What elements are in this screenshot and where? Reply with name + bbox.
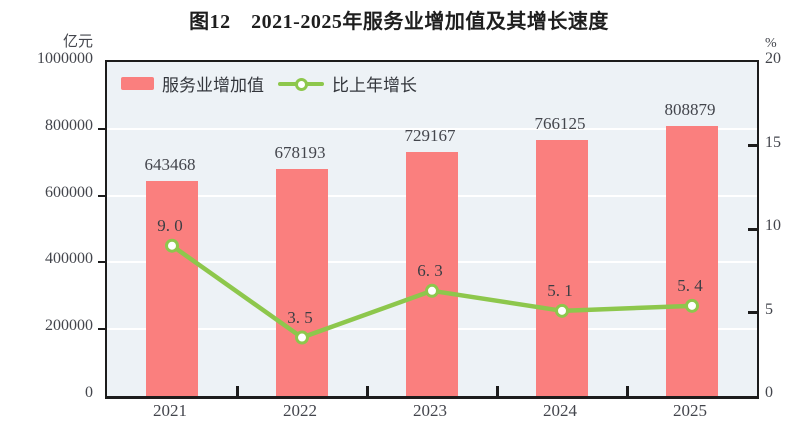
right-axis-tick: [748, 227, 757, 231]
right-axis-unit-label: %: [765, 36, 777, 51]
x-axis-label-2025: 2025: [673, 401, 707, 420]
legend-item-bar-series: 服务业增加值: [121, 71, 264, 96]
line-series-marker-icon: [278, 77, 324, 91]
left-axis-tick: [98, 127, 107, 130]
growth-value-label: 5. 4: [677, 275, 703, 295]
growth-value-label: 5. 1: [547, 280, 573, 300]
legend-bar-series-label: 服务业增加值: [162, 76, 264, 95]
bar-value-label: 729167: [404, 126, 456, 146]
bar-value-label: 678193: [274, 143, 326, 163]
bar-2024: [536, 140, 588, 396]
x-axis-tick: [625, 386, 629, 396]
left-axis-tick: [98, 194, 107, 197]
x-axis-label-2024: 2024: [543, 401, 577, 420]
bar-2022: [276, 169, 328, 396]
growth-line-layer: [165, 238, 699, 345]
growth-point-2022: [295, 330, 309, 345]
growth-point-2023: [425, 283, 439, 298]
x-axis-label-2021: 2021: [153, 401, 187, 420]
growth-point-2024: [555, 303, 569, 318]
x-axis-label-2023: 2023: [413, 401, 447, 420]
bar-value-label: 643468: [144, 155, 196, 175]
x-axis-tick: [495, 386, 499, 396]
bar-value-label: 766125: [534, 114, 586, 134]
legend-item-line-series: 比上年增长: [278, 71, 417, 96]
growth-point-2021: [165, 238, 179, 253]
x-axis-tick: [235, 386, 239, 396]
x-axis-tick: [365, 386, 369, 396]
right-axis-tick: [748, 144, 757, 147]
bar-series-swatch-icon: [121, 77, 154, 90]
right-axis-tick-label: 20: [765, 50, 781, 67]
left-axis-unit-label: 亿元: [62, 34, 93, 50]
left-axis-tick: [98, 328, 107, 331]
left-axis-tick: [98, 261, 107, 264]
right-axis-tick-label: 5: [765, 300, 773, 318]
x-axis-label-2022: 2022: [283, 401, 317, 420]
growth-value-label: 9. 0: [157, 215, 183, 235]
growth-value-label: 3. 5: [287, 307, 313, 327]
chart-title: 图12 2021-2025年服务业增加值及其增长速度: [189, 11, 609, 33]
left-axis-tick-label: 200000: [45, 317, 93, 335]
right-axis-tick-label: 0: [765, 384, 773, 401]
left-axis-tick-label: 800000: [45, 116, 93, 134]
plot-area: 服务业增加值 比上年增长: [98, 60, 759, 399]
left-axis-tick-label: 1000000: [37, 50, 93, 67]
growth-point-2025: [685, 298, 699, 313]
left-axis-tick-label: 600000: [45, 183, 93, 201]
legend: 服务业增加值 比上年增长: [121, 71, 417, 96]
left-axis-tick-label: 400000: [45, 250, 93, 268]
legend-line-series-label: 比上年增长: [332, 76, 417, 95]
growth-value-label: 6. 3: [417, 260, 443, 280]
bar-2021: [146, 181, 198, 396]
right-axis-tick-label: 15: [765, 133, 781, 151]
right-axis-tick: [748, 311, 757, 314]
bar-2025: [666, 125, 718, 396]
right-axis-tick-label: 10: [765, 217, 781, 234]
left-axis-tick-label: 0: [85, 384, 93, 401]
bar-value-label: 808879: [664, 99, 716, 119]
bar-2023: [406, 152, 458, 396]
gridline: [107, 127, 757, 130]
